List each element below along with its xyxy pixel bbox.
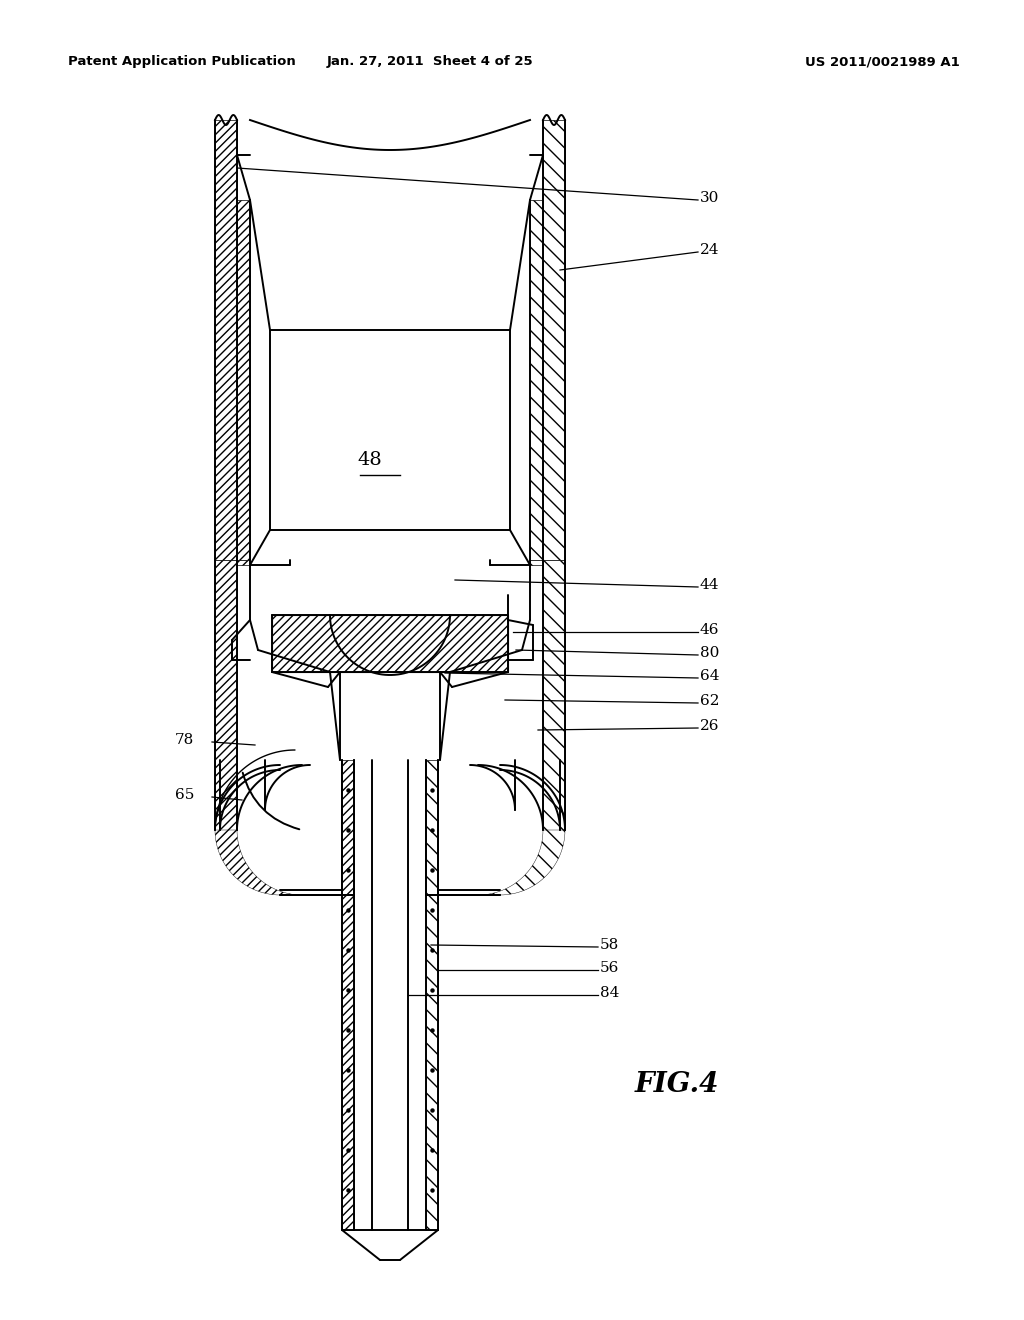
- Text: Jan. 27, 2011  Sheet 4 of 25: Jan. 27, 2011 Sheet 4 of 25: [327, 55, 534, 69]
- Text: 62: 62: [700, 694, 720, 708]
- Text: 84: 84: [600, 986, 620, 1001]
- Text: 30: 30: [700, 191, 720, 205]
- Text: 64: 64: [700, 669, 720, 682]
- Polygon shape: [478, 830, 565, 895]
- Text: Patent Application Publication: Patent Application Publication: [68, 55, 296, 69]
- Text: 44: 44: [700, 578, 720, 591]
- Text: 78: 78: [175, 733, 195, 747]
- Polygon shape: [426, 760, 438, 1230]
- Polygon shape: [237, 201, 250, 560]
- Text: 48: 48: [357, 451, 382, 469]
- Text: 46: 46: [700, 623, 720, 638]
- Polygon shape: [272, 615, 508, 672]
- Polygon shape: [215, 830, 302, 895]
- Polygon shape: [215, 120, 237, 560]
- Polygon shape: [215, 560, 237, 830]
- Text: 24: 24: [700, 243, 720, 257]
- Polygon shape: [543, 560, 565, 830]
- Text: US 2011/0021989 A1: US 2011/0021989 A1: [805, 55, 961, 69]
- Text: 56: 56: [600, 961, 620, 975]
- Polygon shape: [543, 120, 565, 560]
- Polygon shape: [530, 201, 543, 560]
- Polygon shape: [530, 560, 543, 565]
- Text: FIG.4: FIG.4: [635, 1072, 720, 1098]
- Text: 26: 26: [700, 719, 720, 733]
- Text: 58: 58: [600, 939, 620, 952]
- Polygon shape: [237, 560, 250, 565]
- Text: 80: 80: [700, 645, 720, 660]
- Polygon shape: [342, 760, 354, 1230]
- Text: 65: 65: [175, 788, 195, 803]
